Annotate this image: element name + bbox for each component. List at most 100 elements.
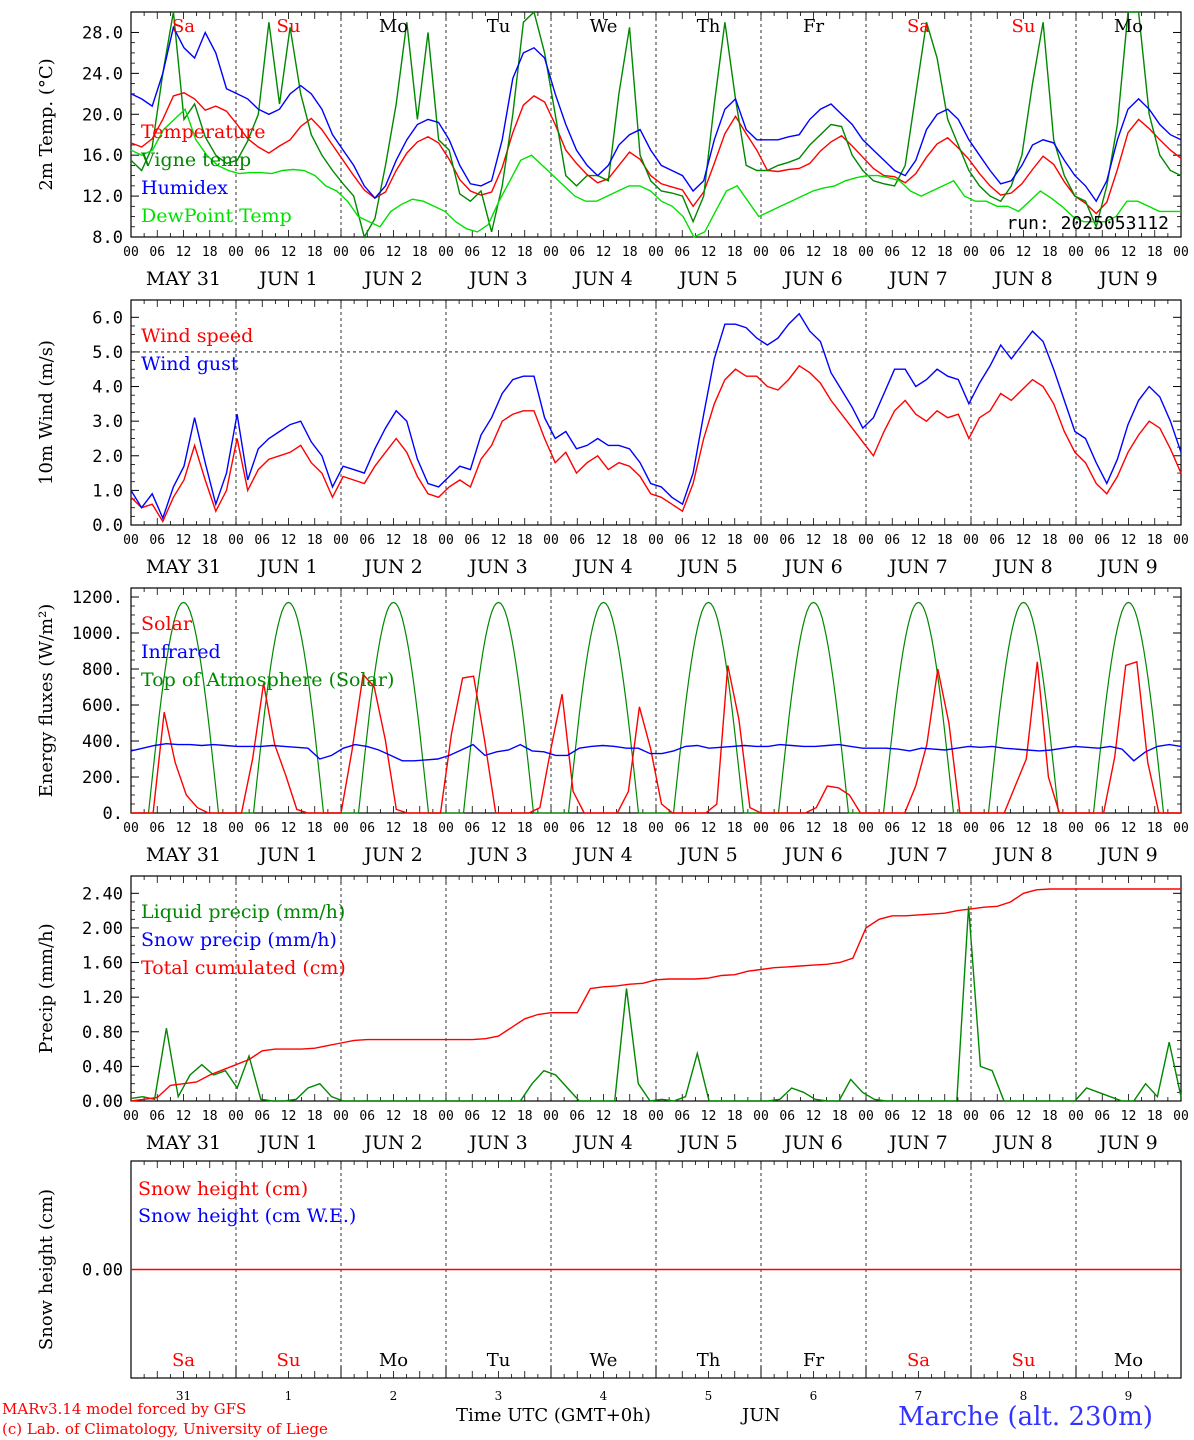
hour-tick-label: 12 xyxy=(176,533,192,548)
hour-tick-label: 00 xyxy=(438,245,454,260)
y-tick-label: 400. xyxy=(82,732,123,752)
hour-tick-label: 06 xyxy=(254,533,270,548)
hour-tick-label: 06 xyxy=(674,821,690,836)
hour-tick-label: 12 xyxy=(596,533,612,548)
time-axis-label: Time UTC (GMT+0h) xyxy=(456,1405,651,1426)
hour-tick-label: 18 xyxy=(1042,533,1058,548)
hour-tick-label: 06 xyxy=(1094,1109,1110,1124)
hour-tick-label: 18 xyxy=(307,1109,323,1124)
hour-tick-label: 12 xyxy=(386,821,402,836)
y-tick-label: 1.20 xyxy=(82,988,123,1008)
day-label: JUN 9 xyxy=(1097,844,1157,866)
series-line-vigne-temp xyxy=(130,10,1182,239)
day-number-label: 6 xyxy=(810,1389,818,1403)
y-tick-label: 0.00 xyxy=(82,1092,123,1112)
hour-tick-label: 12 xyxy=(596,1109,612,1124)
hour-tick-label: 12 xyxy=(281,533,297,548)
hour-tick-label: 18 xyxy=(517,533,533,548)
hour-tick-label: 18 xyxy=(622,533,638,548)
day-label: JUN 5 xyxy=(677,1132,737,1154)
hour-tick-label: 06 xyxy=(254,1109,270,1124)
legend-entry: Snow height (cm W.E.) xyxy=(138,1205,356,1227)
y-tick-label: 12.0 xyxy=(82,187,123,207)
hour-tick-label: 00 xyxy=(228,245,244,260)
hour-tick-label: 18 xyxy=(517,821,533,836)
hour-tick-label: 00 xyxy=(963,1109,979,1124)
hour-tick-label: 18 xyxy=(937,533,953,548)
hour-tick-label: 00 xyxy=(858,821,874,836)
y-tick-label: 20.0 xyxy=(82,105,123,125)
y-tick-label: 1200. xyxy=(72,588,123,608)
hour-tick-label: 12 xyxy=(806,533,822,548)
weekday-label: Su xyxy=(1012,16,1036,37)
hour-tick-label: 00 xyxy=(543,533,559,548)
hour-tick-label: 00 xyxy=(858,1109,874,1124)
day-label: JUN 1 xyxy=(257,1132,317,1154)
panel-5 xyxy=(130,1160,1182,1379)
hour-tick-label: 12 xyxy=(1016,821,1032,836)
hour-tick-label: 06 xyxy=(359,245,375,260)
y-tick-label: 4.0 xyxy=(92,378,123,398)
y-axis-label: Snow height (cm) xyxy=(36,1189,57,1350)
hour-tick-label: 18 xyxy=(307,533,323,548)
legend-entry: Infrared xyxy=(141,641,221,663)
hour-tick-label: 06 xyxy=(359,533,375,548)
hour-tick-label: 12 xyxy=(701,821,717,836)
day-label: JUN 3 xyxy=(467,844,527,866)
y-tick-label: 800. xyxy=(82,660,123,680)
hour-tick-label: 18 xyxy=(517,245,533,260)
hour-tick-label: 12 xyxy=(281,821,297,836)
hour-tick-label: 12 xyxy=(281,245,297,260)
footer-credits: MARv3.14 model forced by GFS (c) Lab. of… xyxy=(2,1399,328,1439)
y-tick-label: 1.0 xyxy=(92,481,123,501)
hour-tick-label: 12 xyxy=(1016,533,1032,548)
series-line-solar xyxy=(131,660,1181,814)
day-number-label: 2 xyxy=(390,1389,398,1403)
hour-tick-label: 18 xyxy=(727,821,743,836)
month-label: JUN xyxy=(742,1405,781,1426)
hour-tick-label: 18 xyxy=(832,533,848,548)
hour-tick-label: 00 xyxy=(333,245,349,260)
hour-tick-label: 18 xyxy=(307,245,323,260)
y-tick-label: 0.40 xyxy=(82,1057,123,1077)
y-tick-label: 24.0 xyxy=(82,64,123,84)
hour-tick-label: 12 xyxy=(491,245,507,260)
day-label: MAY 31 xyxy=(146,844,221,866)
hour-tick-label: 12 xyxy=(1016,1109,1032,1124)
weekday-label: Sa xyxy=(907,1350,930,1371)
hour-tick-label: 00 xyxy=(123,1109,139,1124)
hour-tick-label: 00 xyxy=(648,533,664,548)
hour-tick-label: 06 xyxy=(569,1109,585,1124)
hour-tick-label: 18 xyxy=(202,821,218,836)
day-label: JUN 2 xyxy=(362,268,422,290)
hour-tick-label: 00 xyxy=(228,821,244,836)
hour-tick-label: 18 xyxy=(832,1109,848,1124)
hour-tick-label: 12 xyxy=(1016,245,1032,260)
hour-tick-label: 00 xyxy=(333,821,349,836)
hour-tick-label: 06 xyxy=(884,245,900,260)
hour-tick-label: 18 xyxy=(202,1109,218,1124)
day-label: JUN 6 xyxy=(782,556,842,578)
hour-tick-label: 18 xyxy=(1042,245,1058,260)
panel-4 xyxy=(130,875,1182,1102)
series-line-liquid-precip-mm-h- xyxy=(130,906,1182,1102)
hour-tick-label: 00 xyxy=(123,821,139,836)
hour-tick-label: 18 xyxy=(622,1109,638,1124)
hour-tick-label: 00 xyxy=(753,1109,769,1124)
y-tick-label: 2.40 xyxy=(82,884,123,904)
day-label: JUN 9 xyxy=(1097,268,1157,290)
hour-tick-label: 18 xyxy=(727,1109,743,1124)
panel-frame xyxy=(130,299,1182,526)
day-number-label: 9 xyxy=(1125,1389,1133,1403)
day-number-label: 8 xyxy=(1020,1389,1028,1403)
hour-tick-label: 00 xyxy=(753,533,769,548)
series-line-infrared xyxy=(130,742,1182,762)
day-label: JUN 7 xyxy=(887,556,947,578)
hour-tick-label: 06 xyxy=(989,1109,1005,1124)
series-line-humidex xyxy=(130,25,1182,203)
hour-tick-label: 18 xyxy=(937,821,953,836)
weekday-label: Fr xyxy=(803,16,824,37)
station-label: Marche (alt. 230m) xyxy=(898,1402,1153,1432)
hour-tick-label: 00 xyxy=(1068,245,1084,260)
legend-entry: Vigne temp xyxy=(140,149,251,171)
